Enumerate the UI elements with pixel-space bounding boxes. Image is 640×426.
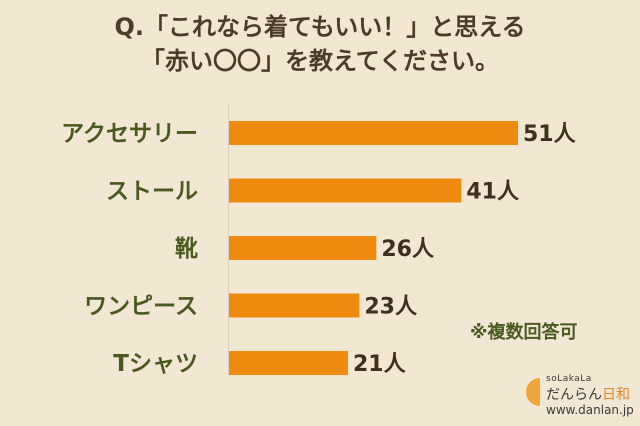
- brand-name-main: だんらん: [546, 387, 602, 403]
- value-label-3: 23人: [364, 295, 417, 320]
- value-label-4: 21人: [353, 352, 406, 377]
- brand-url: www.danlan.jp: [546, 403, 634, 417]
- category-label-3: ワンピース: [84, 294, 198, 320]
- category-label-0: アクセサリー: [61, 121, 198, 147]
- value-label-2: 26人: [381, 237, 434, 262]
- bar-4: [229, 351, 348, 375]
- brand-name-accent: 日和: [602, 387, 630, 403]
- brand-mark-icon: [526, 378, 540, 406]
- brand-tagline: soLakaLa: [546, 374, 592, 384]
- title-line-2: 「赤い〇〇」を教えてください。: [140, 47, 500, 75]
- brand-logo: soLakaLa だんらん日和 www.danlan.jp: [526, 370, 638, 422]
- bar-3: [229, 293, 360, 318]
- multiple-answers-note: ※複数回答可: [470, 322, 578, 343]
- category-label-4: Tシャツ: [113, 351, 198, 377]
- bar-2: [229, 236, 377, 260]
- title-line-1: Q.「これなら着てもいい！」と思える: [114, 13, 526, 41]
- value-label-1: 41人: [466, 180, 519, 205]
- brand-name: だんらん日和: [546, 384, 630, 404]
- bar-0: [229, 121, 518, 145]
- bar-1: [229, 178, 462, 203]
- value-label-0: 51人: [523, 122, 576, 147]
- category-label-1: ストール: [106, 179, 198, 205]
- chart-title: Q.「これなら着てもいい！」と思える 「赤い〇〇」を教えてください。: [0, 10, 640, 78]
- category-label-2: 靴: [175, 236, 198, 262]
